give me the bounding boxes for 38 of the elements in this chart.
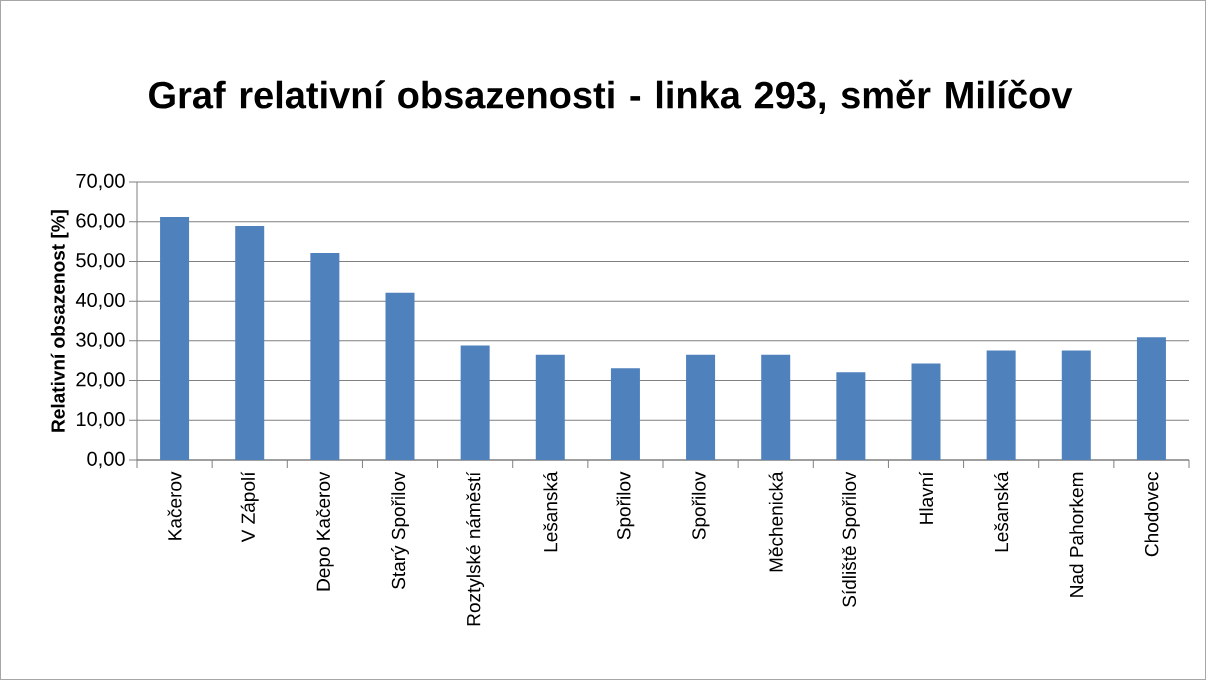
bar bbox=[460, 345, 490, 460]
bar bbox=[160, 216, 190, 460]
bar bbox=[385, 292, 415, 460]
bar bbox=[610, 368, 640, 460]
x-tick-label: Roztylské náměstí bbox=[466, 471, 485, 626]
y-tick-label: 40,00 bbox=[75, 292, 125, 310]
x-tick-label: Starý Spořilov bbox=[391, 471, 409, 589]
x-tick-label: Spořilov bbox=[616, 471, 635, 540]
x-tick-label: V Zápolí bbox=[240, 471, 259, 543]
bar bbox=[986, 350, 1016, 460]
x-tick-label: Kačerov bbox=[167, 471, 182, 540]
x-tick-label: Spořilov bbox=[691, 471, 710, 540]
bar bbox=[235, 226, 265, 460]
bar bbox=[686, 354, 716, 460]
chart-title: Graf relativní obsazenosti - linka 293, směr Milíčov bbox=[149, 79, 1073, 115]
x-tick-label: Chodovec bbox=[1144, 472, 1159, 557]
x-tick-label: Měchenická bbox=[768, 471, 783, 572]
bar bbox=[1061, 350, 1091, 460]
x-tick-label: Hlavní bbox=[918, 471, 934, 524]
y-tick-label: 30,00 bbox=[76, 332, 125, 350]
y-tick-label: 50,00 bbox=[76, 253, 125, 270]
bar bbox=[911, 363, 941, 460]
x-tick-label: Depo Kačerov bbox=[315, 471, 334, 591]
bar bbox=[836, 372, 866, 460]
bar bbox=[1136, 337, 1166, 460]
y-tick-label: 70,00 bbox=[76, 173, 125, 191]
y-tick-label: 20,00 bbox=[76, 372, 125, 389]
bar bbox=[535, 354, 565, 460]
bar bbox=[310, 253, 340, 460]
y-axis-title: Relativní obsazenost [%] bbox=[50, 210, 69, 432]
x-tick-label: Nad Pahorkem bbox=[1069, 472, 1084, 597]
x-tick-label: Sídliště Spořilov bbox=[841, 471, 860, 607]
x-tick-label: Lešanská bbox=[543, 471, 558, 552]
bar bbox=[761, 354, 791, 460]
y-tick-label: 60,00 bbox=[76, 213, 125, 230]
y-tick-label: 0,00 bbox=[87, 451, 125, 469]
y-tick-label: 10,00 bbox=[76, 412, 125, 429]
x-tick-label: Lešanská bbox=[994, 471, 1009, 552]
